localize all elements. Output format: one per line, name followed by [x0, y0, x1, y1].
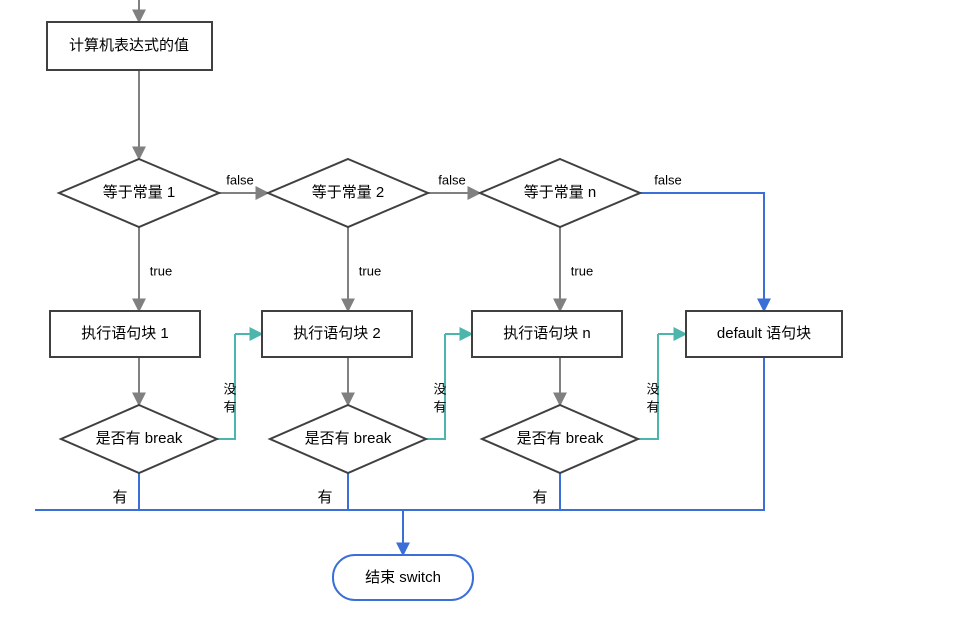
- node-brk3-label: 是否有 break: [517, 430, 604, 447]
- node-d1-label: 等于常量 1: [103, 183, 176, 201]
- edge-label-true-2: true: [359, 263, 381, 278]
- node-default-label: default 语句块: [717, 325, 811, 342]
- node-b3-label: 执行语句块 n: [503, 325, 591, 342]
- edge-label-true-3: true: [571, 263, 593, 278]
- edge-label-no-2b: 有: [433, 399, 446, 414]
- edge-label-true-1: true: [150, 263, 172, 278]
- node-d3-label: 等于常量 n: [524, 183, 597, 201]
- edge-label-no-1b: 有: [223, 399, 236, 414]
- node-brk1-label: 是否有 break: [96, 430, 183, 447]
- edge-label-no-3a: 没: [646, 381, 659, 396]
- edge-label-false-3: false: [654, 172, 681, 187]
- edge-label-no-1a: 没: [223, 381, 236, 396]
- edge-label-yes-2: 有: [317, 489, 332, 506]
- node-start-label: 计算机表达式的值: [69, 36, 189, 54]
- node-b1-label: 执行语句块 1: [81, 325, 169, 342]
- node-b2-label: 执行语句块 2: [293, 325, 381, 342]
- node-end-label: 结束 switch: [365, 569, 441, 586]
- edge-label-false-1: false: [226, 172, 253, 187]
- node-d2-label: 等于常量 2: [312, 183, 385, 201]
- edge-label-yes-3: 有: [532, 489, 547, 506]
- edge-label-yes-1: 有: [112, 489, 127, 506]
- node-brk2-label: 是否有 break: [305, 430, 392, 447]
- edge-label-false-2: false: [438, 172, 465, 187]
- edge-label-no-2a: 没: [433, 381, 446, 396]
- flowchart-canvas: false false false true true true 没 有 没 有…: [0, 0, 959, 627]
- edge-d3-default: [640, 193, 764, 311]
- edge-label-no-3b: 有: [646, 399, 659, 414]
